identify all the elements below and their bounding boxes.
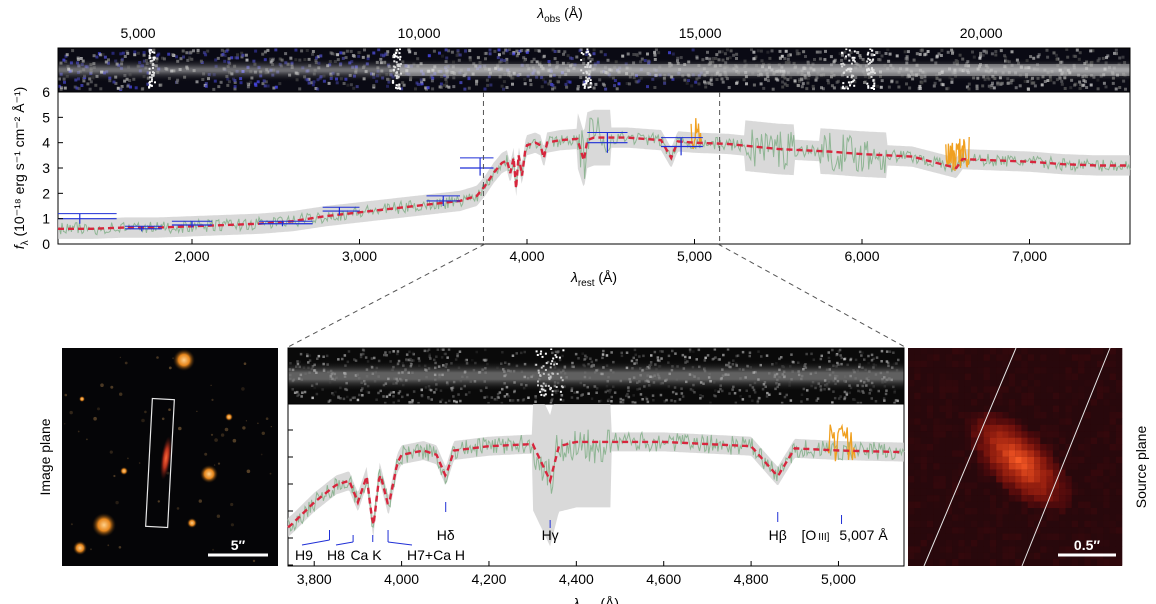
y-tick-label: 1	[42, 211, 50, 227]
zoom-x-tick-label: 5,000	[821, 571, 856, 587]
zoom-2d-spectrum	[287, 347, 905, 405]
x-axis: 2,000 3,000 4,000 5,000 6,000 7,000	[174, 239, 1047, 264]
foreground-galaxy	[225, 413, 233, 421]
photometry-point	[587, 132, 628, 153]
x-tick-label: 4,000	[509, 248, 544, 264]
y-axis-label: fλ (10⁻¹⁸ erg s⁻¹ cm⁻² Å⁻¹)	[11, 87, 31, 250]
line-label: Hγ	[542, 527, 559, 543]
foreground-galaxy	[173, 349, 195, 371]
photometry-point	[661, 137, 703, 156]
zoom-model-spectrum	[287, 440, 904, 529]
line-label: H8	[327, 547, 345, 563]
photometry-point	[259, 220, 313, 227]
lensed-galaxy	[160, 436, 172, 480]
top-tick-label: 10,000	[398, 25, 441, 41]
top-tick-label: 15,000	[679, 25, 722, 41]
line-label: Hδ	[437, 527, 455, 543]
line-marker	[335, 541, 354, 546]
slit-outline	[145, 397, 175, 529]
top-tick-label: 20,000	[960, 25, 1003, 41]
image-plane-panel: 5″ Image plane	[37, 348, 278, 566]
line-marker	[387, 541, 413, 546]
zoom-region-markers	[482, 92, 721, 244]
x-tick-label: 3,000	[342, 248, 377, 264]
photometry-point	[58, 213, 117, 224]
photometry-point	[322, 206, 360, 215]
source-plane-label: Source plane	[1133, 426, 1149, 509]
y-tick-label: 4	[42, 135, 50, 151]
foreground-galaxy	[200, 465, 218, 483]
slit-edge-right	[1021, 347, 1111, 567]
image-scalebar-label: 5″	[231, 537, 246, 553]
line-label: H9	[295, 547, 313, 563]
image-plane-label: Image plane	[37, 418, 53, 495]
x-tick-label: 2,000	[174, 248, 209, 264]
zoom-spectrum-plot: H9 H8 Ca K H7+Ca H Hδ Hγ Hβ [O III] 5,007 Å 3,800…	[287, 403, 905, 604]
emission-line	[945, 136, 970, 171]
y-axis: 0 1 2 3 4 5 6	[42, 84, 63, 252]
noise-envelope	[58, 109, 1130, 239]
photometry-point	[426, 195, 460, 206]
foreground-galaxy	[92, 513, 116, 537]
main-spectrum-plot: 0 1 2 3 4 5 6 2,000 3,000 4,000 5,000 6,000 7,000 λ…	[11, 84, 1131, 289]
zoom-emission-highlight	[826, 423, 856, 462]
x-tick-label: 5,000	[677, 248, 712, 264]
line-identifications: H9 H8 Ca K H7+Ca H Hδ Hγ Hβ [O III] 5,007 Å	[295, 502, 888, 563]
y-tick-label: 6	[42, 84, 50, 100]
line-label: Ca K	[350, 547, 382, 563]
zoom-connectors	[287, 243, 906, 348]
line-label: [O III]	[802, 527, 830, 543]
zoom-x-axis-label: λrest (Å)	[572, 595, 619, 604]
foreground-galaxy	[79, 396, 85, 402]
photometry-points	[58, 132, 703, 232]
y-tick-label: 3	[42, 160, 50, 176]
observed-2d-spectrum	[57, 47, 1131, 93]
x-tick-label: 7,000	[1012, 248, 1047, 264]
source-plane-panel: 0.5″ Source plane	[908, 347, 1149, 567]
top-axis: λobs (Å) 5,000 10,000 15,000 20,000	[121, 5, 1003, 52]
foreground-galaxy	[120, 467, 128, 475]
line-label: 5,007 Å	[839, 527, 888, 543]
line-label: H7+Ca H	[407, 547, 465, 563]
top-tick-labels: 5,000 10,000 15,000 20,000	[121, 25, 1003, 52]
zoom-x-tick-label: 4,000	[384, 571, 419, 587]
top-axis-label: λobs (Å)	[536, 5, 583, 25]
zoom-x-tick-label: 4,800	[734, 571, 769, 587]
y-tick-label: 2	[42, 185, 50, 201]
foreground-galaxy	[187, 518, 197, 528]
zoom-x-tick-label: 4,600	[646, 571, 681, 587]
zoom-emission-line	[826, 423, 856, 462]
line-marker	[301, 539, 330, 546]
source-scalebar-label: 0.5″	[1074, 537, 1100, 553]
zoom-x-axis: 3,800 4,000 4,200 4,400 4,600 4,800 5,000	[297, 561, 856, 587]
foreground-galaxy	[73, 541, 87, 555]
photometry-point	[125, 225, 162, 232]
zoom-x-tick-label: 4,200	[471, 571, 506, 587]
zoom-x-tick-label: 3,800	[297, 571, 332, 587]
observed-spectrum	[57, 117, 1131, 236]
observed-line	[57, 117, 1131, 236]
zoom-noise-envelope	[288, 404, 904, 547]
zoom-y-ticks	[288, 429, 293, 566]
model-line	[58, 136, 1130, 231]
zoom-x-tick-label: 4,400	[559, 571, 594, 587]
photometry-point	[460, 157, 494, 176]
noise-band	[58, 109, 1130, 239]
model-spectrum	[58, 136, 1130, 231]
line-label: Hβ	[769, 527, 787, 543]
y-tick-label: 0	[42, 236, 50, 252]
top-tick-label: 5,000	[121, 25, 156, 41]
x-tick-label: 6,000	[844, 248, 879, 264]
zoom-noise-band	[288, 404, 904, 547]
zoom-model-line	[287, 440, 904, 529]
y-tick-label: 5	[42, 109, 50, 125]
photometry-point	[171, 220, 213, 228]
slit-edge-left	[923, 347, 1017, 567]
x-axis-label: λrest (Å)	[570, 269, 617, 289]
